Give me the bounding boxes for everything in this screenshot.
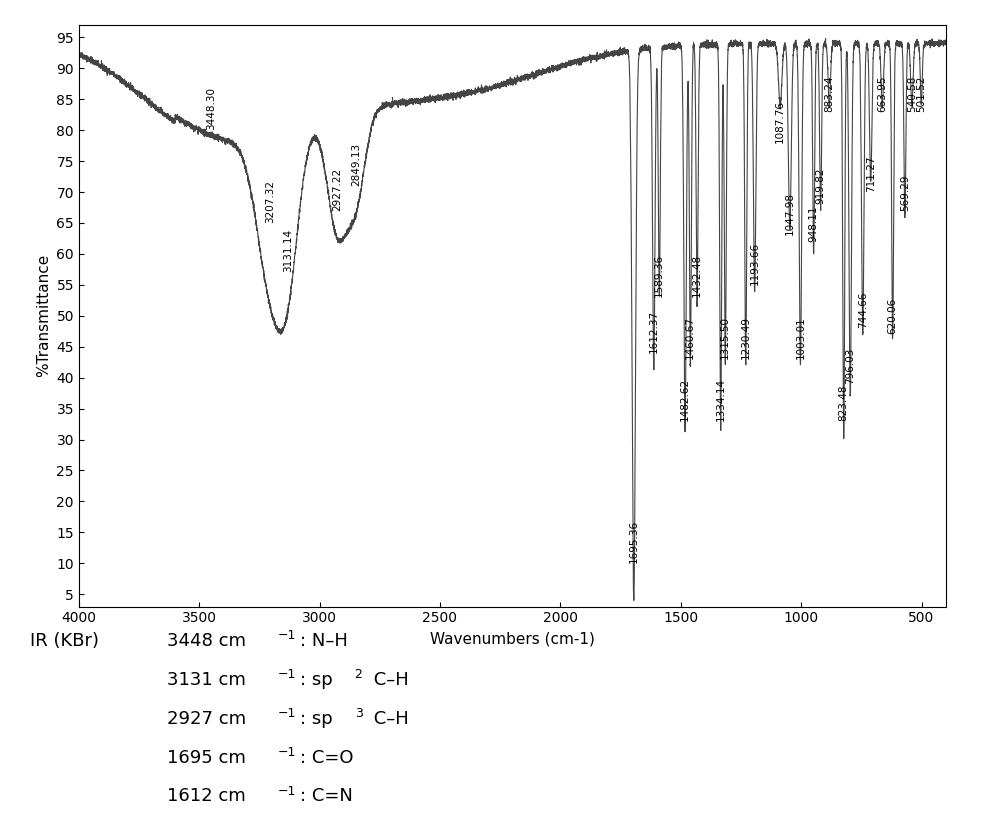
Text: 919.82: 919.82 <box>816 168 825 204</box>
Text: 1695.36: 1695.36 <box>628 520 638 563</box>
Text: 2: 2 <box>355 668 362 681</box>
Text: 3448 cm: 3448 cm <box>167 632 246 650</box>
Text: 2849.13: 2849.13 <box>351 143 361 186</box>
Text: : sp: : sp <box>300 671 333 689</box>
Text: : C=N: : C=N <box>300 788 354 805</box>
Text: 3131.14: 3131.14 <box>283 229 293 273</box>
Text: 1695 cm: 1695 cm <box>167 749 246 766</box>
Text: C–H: C–H <box>368 671 409 689</box>
Text: 1612 cm: 1612 cm <box>167 788 246 805</box>
Text: 569.29: 569.29 <box>900 174 910 210</box>
Text: 1087.76: 1087.76 <box>775 100 785 142</box>
Text: 3: 3 <box>355 706 362 720</box>
Text: −1: −1 <box>278 668 296 681</box>
X-axis label: Wavenumbers (cm-1): Wavenumbers (cm-1) <box>429 631 595 646</box>
Text: 3131 cm: 3131 cm <box>167 671 246 689</box>
Text: IR (KBr): IR (KBr) <box>30 632 98 650</box>
Text: 620.06: 620.06 <box>887 298 897 334</box>
Text: C–H: C–H <box>368 710 409 728</box>
Text: 711.27: 711.27 <box>866 155 876 192</box>
Text: 796.03: 796.03 <box>845 347 855 384</box>
Y-axis label: %Transmittance: %Transmittance <box>35 254 51 377</box>
Text: 2927 cm: 2927 cm <box>167 710 246 728</box>
Text: 948.11: 948.11 <box>809 205 819 242</box>
Text: 1460.67: 1460.67 <box>686 316 695 359</box>
Text: 1432.48: 1432.48 <box>692 254 702 297</box>
Text: 1193.66: 1193.66 <box>750 242 759 285</box>
Text: 3448.30: 3448.30 <box>207 87 217 130</box>
Text: 744.66: 744.66 <box>858 292 868 328</box>
Text: 1047.98: 1047.98 <box>785 192 795 235</box>
Text: 823.48: 823.48 <box>838 385 849 421</box>
Text: −1: −1 <box>278 629 296 642</box>
Text: 1482.62: 1482.62 <box>680 378 690 421</box>
Text: 2927.22: 2927.22 <box>332 168 342 210</box>
Text: −1: −1 <box>278 784 296 798</box>
Text: 1334.14: 1334.14 <box>716 378 726 421</box>
Text: 1589.36: 1589.36 <box>654 254 664 297</box>
Text: 1315.50: 1315.50 <box>720 316 730 359</box>
Text: 1230.49: 1230.49 <box>741 316 751 359</box>
Text: : C=O: : C=O <box>300 749 354 766</box>
Text: −1: −1 <box>278 706 296 720</box>
Text: 1612.37: 1612.37 <box>649 310 659 353</box>
Text: : sp: : sp <box>300 710 333 728</box>
Text: 3207.32: 3207.32 <box>265 180 275 223</box>
Text: 1003.01: 1003.01 <box>796 317 806 359</box>
Text: 501.52: 501.52 <box>916 75 926 111</box>
Text: −1: −1 <box>278 745 296 759</box>
Text: : N–H: : N–H <box>300 632 349 650</box>
Text: 883.24: 883.24 <box>824 75 834 111</box>
Text: 540.58: 540.58 <box>907 75 917 111</box>
Text: 663.95: 663.95 <box>877 75 887 111</box>
